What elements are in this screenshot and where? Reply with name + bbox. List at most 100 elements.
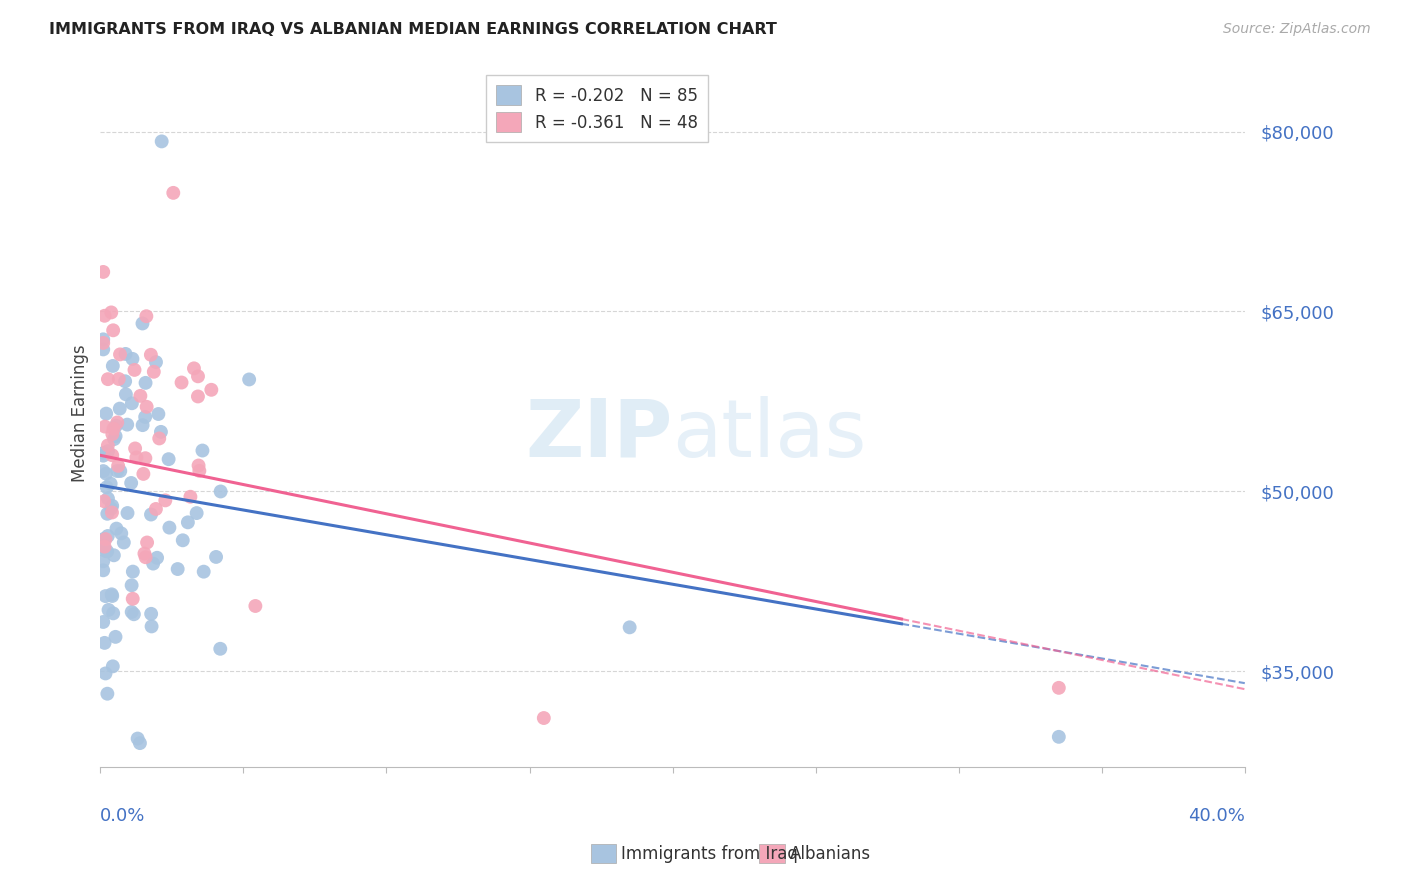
Point — [121, 578, 143, 592]
Text: Source: ZipAtlas.com: Source: ZipAtlas.com — [1223, 22, 1371, 37]
Point — [94, 532, 117, 546]
Point — [97, 444, 120, 458]
Point — [103, 549, 125, 563]
Point — [97, 372, 120, 386]
Text: 40.0%: 40.0% — [1188, 807, 1244, 825]
Point — [155, 493, 177, 508]
Point — [94, 543, 117, 558]
Point — [108, 401, 131, 416]
Point — [105, 418, 128, 433]
Point — [186, 506, 208, 520]
Point — [96, 507, 118, 521]
Point — [188, 464, 211, 478]
Point — [91, 449, 114, 463]
Point — [100, 587, 122, 601]
Point — [124, 363, 146, 377]
Point — [97, 603, 120, 617]
Point — [97, 438, 120, 452]
Point — [91, 533, 114, 548]
Point — [96, 467, 118, 481]
Point — [101, 499, 124, 513]
Point — [183, 361, 205, 376]
Point — [107, 372, 129, 386]
Point — [129, 736, 152, 750]
Point — [107, 458, 129, 473]
Point — [1047, 681, 1070, 695]
Point — [145, 502, 167, 516]
Point — [120, 475, 142, 490]
Point — [96, 687, 118, 701]
Point — [135, 376, 157, 390]
Point — [187, 369, 209, 384]
Point — [238, 372, 260, 386]
Point — [101, 506, 124, 520]
Point — [148, 432, 170, 446]
Point — [122, 607, 145, 622]
Point — [93, 446, 115, 460]
Point — [96, 480, 118, 494]
Point — [172, 533, 194, 548]
Text: Immigrants from Iraq: Immigrants from Iraq — [621, 845, 799, 863]
Point — [112, 535, 135, 549]
Point — [125, 450, 148, 465]
Point — [187, 389, 209, 403]
Point — [157, 520, 180, 534]
Point — [91, 615, 114, 629]
Point — [148, 407, 170, 421]
Point — [187, 458, 209, 473]
Point — [177, 516, 200, 530]
Point — [191, 443, 214, 458]
Point — [162, 186, 184, 200]
Point — [114, 374, 136, 388]
Point — [100, 501, 122, 516]
Point — [166, 562, 188, 576]
Text: IMMIGRANTS FROM IRAQ VS ALBANIAN MEDIAN EARNINGS CORRELATION CHART: IMMIGRANTS FROM IRAQ VS ALBANIAN MEDIAN … — [49, 22, 778, 37]
Point — [100, 476, 122, 491]
Point — [135, 550, 157, 565]
Point — [135, 400, 157, 414]
Point — [97, 529, 120, 543]
Text: atlas: atlas — [672, 395, 868, 474]
Point — [170, 376, 193, 390]
Point — [93, 494, 115, 508]
Point — [101, 607, 124, 621]
Point — [91, 343, 114, 357]
Point — [205, 549, 228, 564]
Point — [245, 599, 267, 613]
Point — [96, 544, 118, 558]
Point — [97, 491, 120, 506]
Point — [121, 351, 143, 366]
Point — [105, 464, 128, 478]
Point — [93, 309, 115, 323]
Point — [103, 422, 125, 436]
Point — [149, 425, 172, 439]
Point — [142, 557, 165, 571]
Point — [134, 451, 156, 466]
Point — [209, 484, 232, 499]
Point — [145, 355, 167, 369]
Point — [101, 659, 124, 673]
Point — [110, 526, 132, 541]
Point — [100, 305, 122, 319]
Point — [94, 589, 117, 603]
Point — [134, 547, 156, 561]
Text: Albanians: Albanians — [790, 845, 872, 863]
Point — [179, 490, 201, 504]
Point — [157, 452, 180, 467]
Point — [93, 636, 115, 650]
Point — [94, 666, 117, 681]
Point — [131, 418, 153, 433]
Point — [135, 310, 157, 324]
Point — [134, 409, 156, 424]
Point — [91, 554, 114, 568]
Point — [209, 641, 232, 656]
Point — [146, 550, 169, 565]
Point — [101, 323, 124, 337]
Point — [114, 347, 136, 361]
Point — [121, 591, 143, 606]
Point — [104, 429, 127, 443]
Point — [131, 317, 153, 331]
Text: 0.0%: 0.0% — [100, 807, 146, 825]
Point — [619, 620, 641, 634]
Point — [117, 506, 139, 520]
